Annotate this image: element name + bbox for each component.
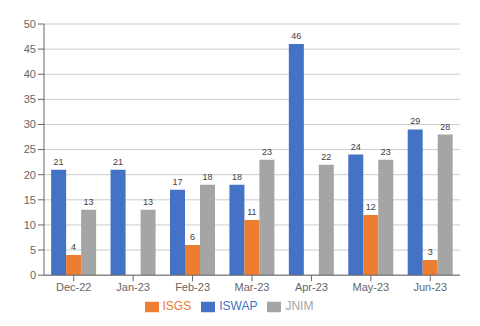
svg-text:35: 35 bbox=[24, 93, 36, 105]
svg-text:Apr-23: Apr-23 bbox=[295, 281, 328, 293]
svg-text:18: 18 bbox=[202, 172, 212, 182]
svg-text:50: 50 bbox=[24, 18, 36, 30]
svg-text:22: 22 bbox=[321, 152, 331, 162]
html-text:JNIM: JNIM bbox=[285, 299, 314, 314]
svg-text:13: 13 bbox=[143, 197, 153, 207]
svg-text:3: 3 bbox=[428, 247, 433, 257]
svg-text:30: 30 bbox=[24, 118, 36, 130]
svg-text:Dec-22: Dec-22 bbox=[56, 281, 91, 293]
svg-text:0: 0 bbox=[30, 269, 36, 281]
svg-text:23: 23 bbox=[381, 147, 391, 157]
svg-text:46: 46 bbox=[291, 31, 301, 41]
svg-text:28: 28 bbox=[440, 122, 450, 132]
html-text:ISGS: ISGS bbox=[162, 299, 192, 314]
svg-text:24: 24 bbox=[351, 142, 361, 152]
svg-text:Mar-23: Mar-23 bbox=[235, 281, 270, 293]
svg-text:6: 6 bbox=[190, 232, 195, 242]
svg-text:10: 10 bbox=[24, 219, 36, 231]
svg-text:13: 13 bbox=[84, 197, 94, 207]
svg-text:4: 4 bbox=[71, 242, 76, 252]
svg-text:Jan-23: Jan-23 bbox=[116, 281, 150, 293]
svg-text:12: 12 bbox=[366, 202, 376, 212]
html-text:ISWAP: ISWAP bbox=[219, 299, 258, 314]
svg-text:Feb-23: Feb-23 bbox=[175, 281, 210, 293]
svg-text:18: 18 bbox=[232, 172, 242, 182]
svg-text:11: 11 bbox=[247, 207, 256, 217]
svg-text:21: 21 bbox=[113, 157, 123, 167]
svg-text:45: 45 bbox=[24, 43, 36, 55]
svg-text:25: 25 bbox=[24, 143, 36, 155]
svg-text:20: 20 bbox=[24, 169, 36, 181]
svg-text:Jun-23: Jun-23 bbox=[413, 281, 447, 293]
svg-text:May-23: May-23 bbox=[353, 281, 390, 293]
svg-text:23: 23 bbox=[262, 147, 272, 157]
svg-text:5: 5 bbox=[30, 244, 36, 256]
svg-text:17: 17 bbox=[172, 177, 182, 187]
svg-text:21: 21 bbox=[54, 157, 64, 167]
svg-text:29: 29 bbox=[410, 116, 420, 126]
svg-text:15: 15 bbox=[24, 194, 36, 206]
svg-text:40: 40 bbox=[24, 68, 36, 80]
